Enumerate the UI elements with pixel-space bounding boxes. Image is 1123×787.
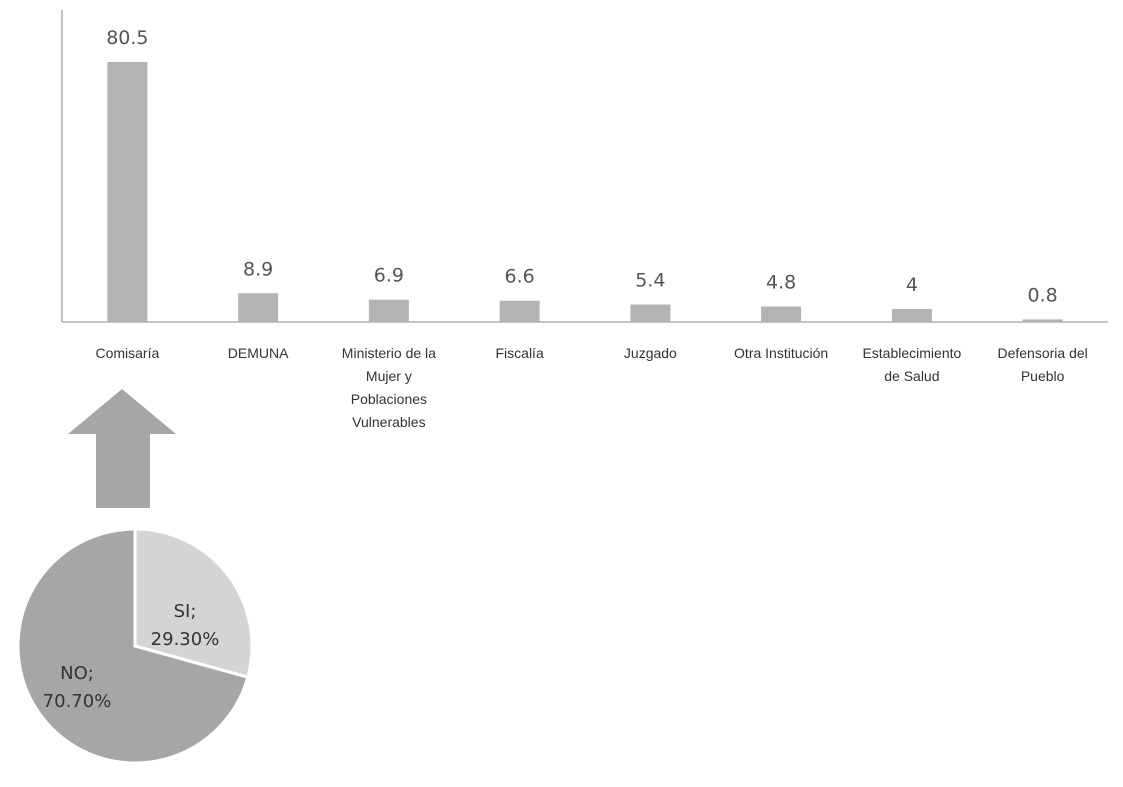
category-label: Ministerio de la Mujer y Poblaciones Vulner… <box>342 345 436 430</box>
category-label-line: Pueblo <box>1021 368 1065 384</box>
bar-chart: 80.5 Comisaría 8.9 DEMUNA 6.9 Ministerio de l… <box>61 10 1108 430</box>
bar-marks: 80.5 Comisaría 8.9 DEMUNA 6.9 Ministerio de l… <box>95 27 1087 430</box>
value-label: 0.8 <box>1028 284 1058 306</box>
category-label: Otra Institución <box>734 345 828 361</box>
category-label-line: Defensoria del <box>997 345 1087 361</box>
category-label: Juzgado <box>624 345 677 361</box>
bar <box>238 293 279 322</box>
category-label: Fiscalía <box>496 345 544 361</box>
bar <box>368 299 409 322</box>
bar <box>891 309 932 322</box>
bar <box>761 306 802 322</box>
category-label-line: de Salud <box>884 368 939 384</box>
category-label-line: Otra Institución <box>734 345 828 361</box>
pie-label-no: NO; 70.70% <box>43 663 112 712</box>
category-label-line: Fiscalía <box>496 345 544 361</box>
bar <box>107 62 148 322</box>
pie-chart: SI; 29.30% NO; 70.70% <box>16 527 254 765</box>
pie-slice-si <box>133 527 254 680</box>
category-label: Defensoria del Pueblo <box>997 345 1087 384</box>
value-label: 4.8 <box>766 271 796 293</box>
category-label: Comisaría <box>95 345 159 361</box>
category-label-line: Establecimiento <box>862 345 961 361</box>
category-label-line: Juzgado <box>624 345 677 361</box>
bar <box>499 300 540 322</box>
value-label: 4 <box>906 274 918 296</box>
bar <box>1022 319 1063 322</box>
value-label: 80.5 <box>106 27 148 49</box>
category-label-line: Comisaría <box>95 345 159 361</box>
pie-label-line: SI; <box>174 601 197 622</box>
category-label-line: DEMUNA <box>228 345 289 361</box>
value-label: 8.9 <box>243 258 273 280</box>
category-label-line: Vulnerables <box>352 414 425 430</box>
pie-label-line: 29.30% <box>151 629 220 650</box>
bar <box>630 304 671 322</box>
pie-label-si: SI; 29.30% <box>151 601 220 650</box>
value-label: 5.4 <box>635 270 665 292</box>
category-label-line: Ministerio de la <box>342 345 436 361</box>
category-label-line: Mujer y <box>366 368 412 384</box>
category-label-line: Poblaciones <box>351 391 427 407</box>
pie-label-line: NO; <box>60 663 94 684</box>
pie-label-line: 70.70% <box>43 691 112 712</box>
up-arrow-icon <box>68 389 176 508</box>
category-label: Establecimiento de Salud <box>862 345 961 384</box>
value-label: 6.9 <box>374 265 404 287</box>
arrow-shape <box>68 389 176 508</box>
category-label: DEMUNA <box>228 345 289 361</box>
pie-slice-no <box>16 527 250 765</box>
value-label: 6.6 <box>505 266 535 288</box>
